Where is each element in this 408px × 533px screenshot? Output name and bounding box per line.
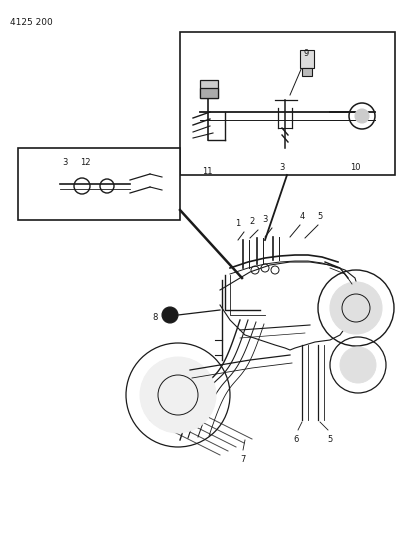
- Text: 4: 4: [299, 212, 305, 221]
- Circle shape: [162, 307, 178, 323]
- Circle shape: [140, 357, 216, 433]
- Text: 9: 9: [304, 49, 308, 58]
- Circle shape: [330, 282, 382, 334]
- Text: 4125 200: 4125 200: [10, 18, 53, 27]
- Text: 12: 12: [80, 158, 90, 167]
- Bar: [180, 32, 395, 175]
- Text: 3: 3: [62, 158, 68, 167]
- Circle shape: [355, 109, 369, 123]
- Bar: [302, 68, 312, 76]
- Text: 2: 2: [249, 217, 255, 226]
- Text: 5: 5: [327, 435, 333, 444]
- Bar: [18, 148, 180, 220]
- Text: 6: 6: [293, 435, 299, 444]
- Bar: [200, 80, 218, 98]
- Text: 1: 1: [235, 219, 241, 228]
- Text: 8: 8: [153, 312, 158, 321]
- Text: 3: 3: [279, 163, 285, 172]
- Text: 10: 10: [350, 163, 360, 172]
- Text: 5: 5: [317, 212, 323, 221]
- Bar: [200, 88, 218, 98]
- Bar: [300, 50, 314, 68]
- Text: 7: 7: [240, 455, 246, 464]
- Text: 11: 11: [202, 167, 212, 176]
- Text: 3: 3: [262, 215, 268, 224]
- Circle shape: [340, 347, 376, 383]
